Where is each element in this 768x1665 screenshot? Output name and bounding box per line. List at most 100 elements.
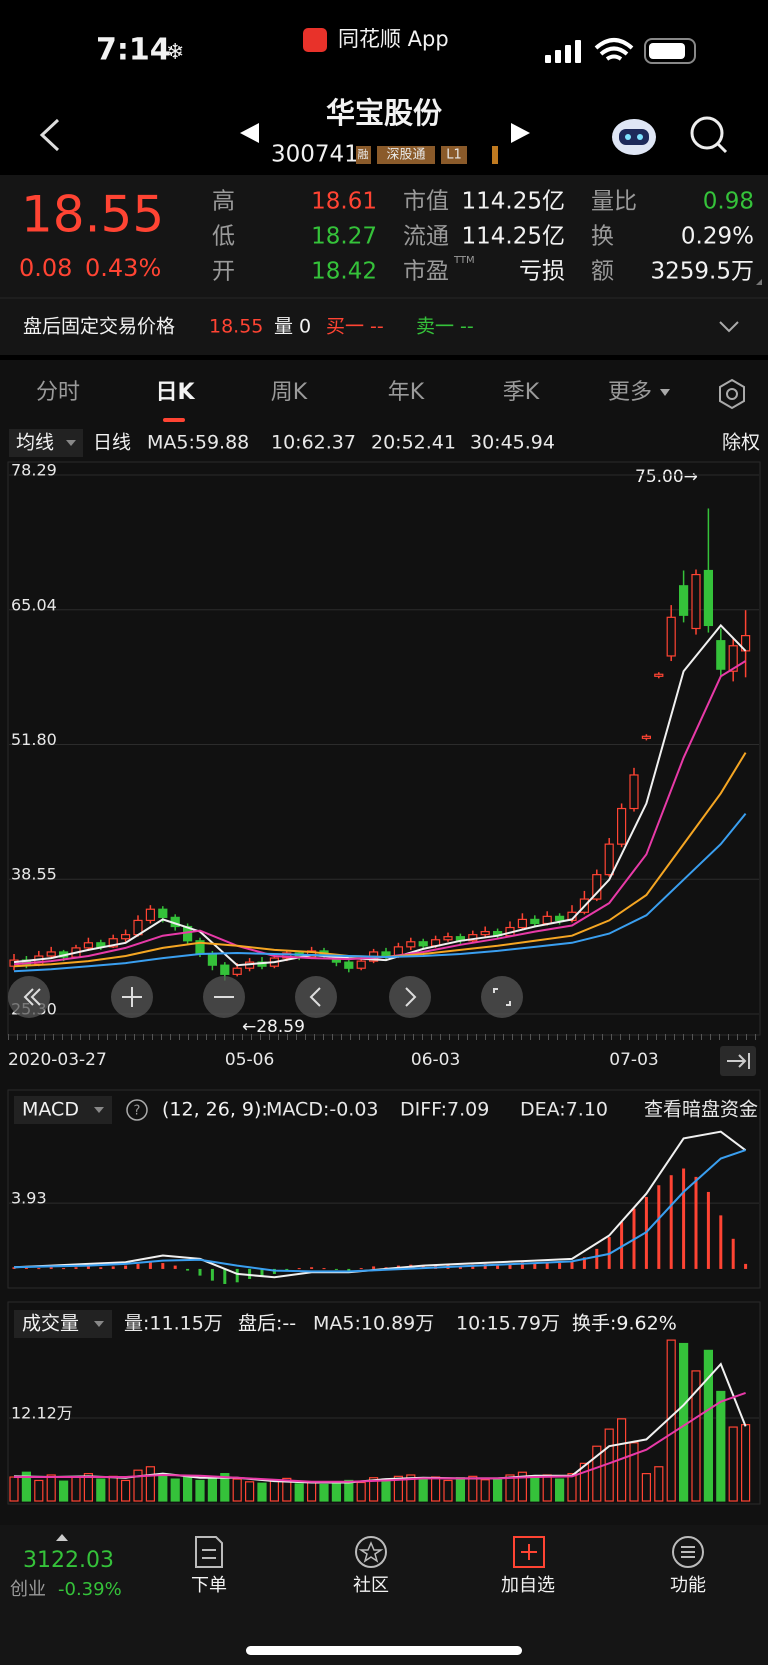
icon <box>122 987 142 1007</box>
indicator-box[interactable] <box>14 1310 112 1338</box>
field-sup: TTM <box>453 255 475 266</box>
macd-bar <box>210 1268 214 1281</box>
legend-entry: 量:11.15万 <box>124 1313 223 1335</box>
volume-bar <box>71 1476 81 1502</box>
candle-body <box>418 941 428 947</box>
macd-bar <box>570 1261 574 1269</box>
bottom-button[interactable]: 下单 <box>191 1575 227 1596</box>
macd-bar <box>731 1238 735 1269</box>
ma-line <box>13 623 747 967</box>
volume-bar <box>344 1479 354 1502</box>
volume-bar <box>455 1477 465 1502</box>
field-label: 流通 <box>403 224 449 250</box>
macd-bar <box>483 1263 487 1269</box>
tag-text: 深股通 <box>386 148 425 163</box>
volume-bar <box>418 1478 428 1502</box>
macd-bar <box>186 1268 190 1271</box>
tab[interactable]: 周K <box>271 380 308 405</box>
help-icon[interactable] <box>126 1099 148 1121</box>
volume-bar <box>530 1476 540 1502</box>
candle-body <box>158 908 168 918</box>
home-indicator <box>246 1646 522 1655</box>
tab[interactable]: 更多 <box>608 380 652 405</box>
snow-icon: ❄ <box>166 40 184 65</box>
scroll-left-button[interactable] <box>295 976 337 1018</box>
field-value: 亏损 <box>519 259 565 285</box>
tab[interactable]: 季K <box>503 380 540 405</box>
candle-body <box>678 585 689 616</box>
candle-body <box>232 967 242 975</box>
bottom-button[interactable]: 加自选 <box>501 1575 555 1596</box>
macd-bar <box>37 1268 41 1270</box>
tag <box>441 146 467 164</box>
bottom-button[interactable]: 功能 <box>670 1575 706 1596</box>
tab-active[interactable]: 日K <box>155 380 195 405</box>
volume-bar <box>703 1349 714 1502</box>
zoom-back-button[interactable] <box>8 976 50 1018</box>
candle-body <box>592 874 602 900</box>
bottom-button[interactable]: 社区 <box>353 1575 389 1596</box>
macd-bar <box>49 1267 53 1269</box>
volume-bar <box>641 1473 652 1502</box>
tab[interactable]: 年K <box>388 380 425 405</box>
field-label: 量比 <box>591 189 637 215</box>
prev-stock[interactable] <box>240 123 259 143</box>
field-label: 换 <box>591 224 614 250</box>
macd-bar <box>682 1168 686 1269</box>
scroll-right-button[interactable] <box>389 976 431 1018</box>
macd-bar <box>372 1266 376 1269</box>
field-label: 高 <box>212 189 235 215</box>
expand-button[interactable] <box>719 321 739 333</box>
fullscreen-button[interactable] <box>481 976 523 1018</box>
search-icon[interactable] <box>690 116 728 154</box>
macd-bar <box>161 1263 165 1269</box>
macd-bar <box>582 1257 586 1269</box>
macd-bar <box>173 1265 177 1269</box>
macd-bar <box>545 1262 549 1269</box>
legend-entry: 30:45.94 <box>470 432 555 454</box>
macd-frame <box>7 1089 761 1289</box>
index-arrow <box>56 1534 68 1541</box>
ask: 卖一 -- <box>416 316 474 338</box>
volume-bar <box>58 1480 69 1502</box>
macd-bar <box>86 1266 90 1269</box>
battery-level <box>649 43 685 59</box>
volume-bar <box>493 1477 503 1502</box>
dropdown-arrow <box>66 440 76 446</box>
volume-bar <box>654 1466 664 1502</box>
back-button[interactable] <box>39 118 60 152</box>
candle-body <box>46 951 56 957</box>
volume-bar <box>9 1476 19 1502</box>
volume-bar <box>579 1462 590 1502</box>
after-hours-label: 盘后固定交易价格 <box>23 316 175 338</box>
icon <box>493 988 511 1006</box>
settings-button[interactable] <box>719 378 745 410</box>
candle-body <box>716 640 726 670</box>
dark-pool-link[interactable]: 查看暗盘资金 <box>644 1099 758 1121</box>
assistant-icon[interactable] <box>612 119 656 155</box>
adjust[interactable]: 除权 <box>722 432 760 454</box>
add-watch-plus <box>521 1544 537 1560</box>
field-value: 18.27 <box>311 224 377 250</box>
legend-entry: 20:52.41 <box>371 432 456 454</box>
after-hours-price: 18.55 <box>209 316 263 338</box>
macd-bar <box>111 1266 115 1269</box>
field-label: 市值 <box>403 189 449 215</box>
macd-bar <box>24 1267 28 1269</box>
icon <box>405 987 417 1007</box>
volume-bar <box>294 1483 304 1502</box>
macd-bar <box>260 1268 264 1276</box>
after-hours-volume: 盘后:-- <box>238 1313 296 1335</box>
indicator-box[interactable] <box>14 1096 112 1124</box>
volume-bar <box>319 1483 329 1502</box>
legend-entry: DEA:7.10 <box>520 1099 608 1121</box>
candle-body <box>542 915 552 925</box>
settings-dot <box>726 388 738 400</box>
index-value[interactable]: 3122.03 <box>23 1548 114 1573</box>
battery-icon <box>644 38 696 64</box>
tab[interactable]: 分时 <box>36 380 80 405</box>
candle-body <box>120 934 131 940</box>
candle-body <box>83 942 94 949</box>
order-icon <box>195 1536 223 1568</box>
next-stock[interactable] <box>511 123 530 143</box>
